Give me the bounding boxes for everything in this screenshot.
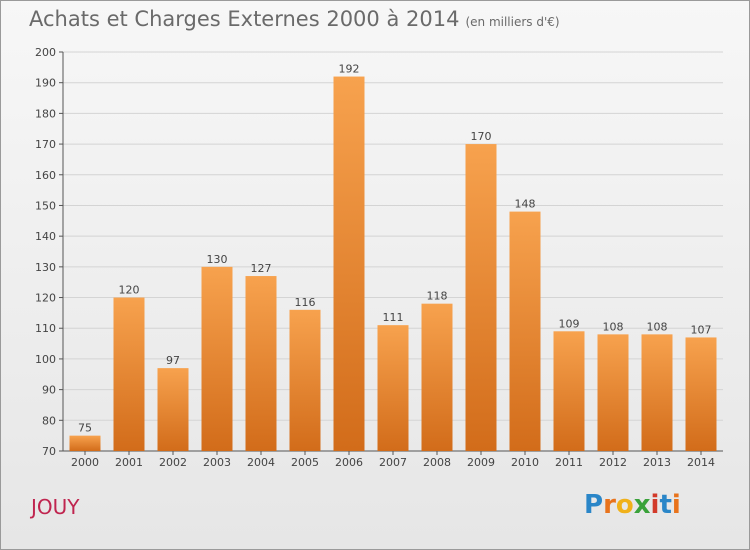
chart-title: Achats et Charges Externes 2000 à 2014 (e… <box>29 7 560 31</box>
data-label: 170 <box>471 130 492 143</box>
bar-2005 <box>289 309 321 451</box>
logo-letter: P <box>584 490 604 520</box>
y-tick-label: 170 <box>35 138 56 151</box>
x-tick-label: 2001 <box>115 456 143 469</box>
logo-letter: i <box>671 490 681 520</box>
proxiti-logo[interactable]: Proxiti <box>584 490 681 520</box>
bar-2004 <box>245 276 277 451</box>
bar-2011 <box>553 331 585 451</box>
bar-2013 <box>641 334 673 451</box>
logo-letter: o <box>615 490 634 520</box>
bar-2001 <box>113 297 145 451</box>
data-labels: 75 120 97 130 127 116 192 111 118 170 148 109 108 108… <box>78 63 712 435</box>
commune-name: JOUY <box>31 495 80 519</box>
bar-2009 <box>465 144 497 452</box>
bar-2014 <box>685 337 717 451</box>
data-label: 75 <box>78 422 92 435</box>
logo-letter: i <box>650 490 660 520</box>
x-tick-label: 2013 <box>643 456 671 469</box>
y-tick-label: 110 <box>35 322 56 335</box>
y-tick-label: 190 <box>35 77 56 90</box>
bar-2000 <box>69 435 101 451</box>
y-tick-label: 100 <box>35 353 56 366</box>
y-tick-label: 70 <box>42 445 56 458</box>
bars <box>69 76 717 452</box>
y-tick-label: 80 <box>42 414 56 427</box>
axes: 7080901001101201301401501601701801902002… <box>35 46 723 469</box>
logo-letter: x <box>633 490 651 520</box>
x-tick-label: 2002 <box>159 456 187 469</box>
x-tick-label: 2011 <box>555 456 583 469</box>
data-label: 192 <box>339 63 360 76</box>
data-label: 148 <box>515 198 536 211</box>
y-tick-label: 120 <box>35 292 56 305</box>
data-label: 130 <box>207 253 228 266</box>
data-label: 118 <box>427 290 448 303</box>
x-tick-label: 2003 <box>203 456 231 469</box>
logo-letter: t <box>659 490 672 520</box>
bar-2012 <box>597 334 629 451</box>
data-label: 109 <box>559 317 580 330</box>
x-tick-label: 2005 <box>291 456 319 469</box>
x-tick-label: 2009 <box>467 456 495 469</box>
title-text: Achats et Charges Externes 2000 à 2014 <box>29 7 460 31</box>
x-tick-label: 2006 <box>335 456 363 469</box>
y-tick-label: 140 <box>35 230 56 243</box>
x-tick-label: 2010 <box>511 456 539 469</box>
y-tick-label: 90 <box>42 384 56 397</box>
data-label: 111 <box>383 311 404 324</box>
y-tick-label: 200 <box>35 46 56 59</box>
bar-2007 <box>377 325 409 451</box>
x-tick-label: 2012 <box>599 456 627 469</box>
x-tick-label: 2007 <box>379 456 407 469</box>
data-label: 108 <box>647 320 668 333</box>
bar-2003 <box>201 266 233 451</box>
y-tick-label: 150 <box>35 199 56 212</box>
x-tick-label: 2014 <box>687 456 715 469</box>
chart-subtitle: (en milliers d'€) <box>465 15 560 29</box>
bar-2006 <box>333 76 365 452</box>
data-label: 127 <box>251 262 272 275</box>
bar-2008 <box>421 303 453 451</box>
x-tick-label: 2008 <box>423 456 451 469</box>
data-label: 107 <box>691 323 712 336</box>
y-tick-label: 160 <box>35 169 56 182</box>
data-label: 120 <box>119 284 140 297</box>
y-tick-label: 180 <box>35 107 56 120</box>
bar-2010 <box>509 211 541 451</box>
x-tick-label: 2004 <box>247 456 275 469</box>
y-tick-label: 130 <box>35 261 56 274</box>
logo-letter: r <box>603 490 616 520</box>
data-label: 108 <box>603 320 624 333</box>
x-tick-label: 2000 <box>71 456 99 469</box>
data-label: 97 <box>166 354 180 367</box>
data-label: 116 <box>295 296 316 309</box>
bar-2002 <box>157 368 189 451</box>
